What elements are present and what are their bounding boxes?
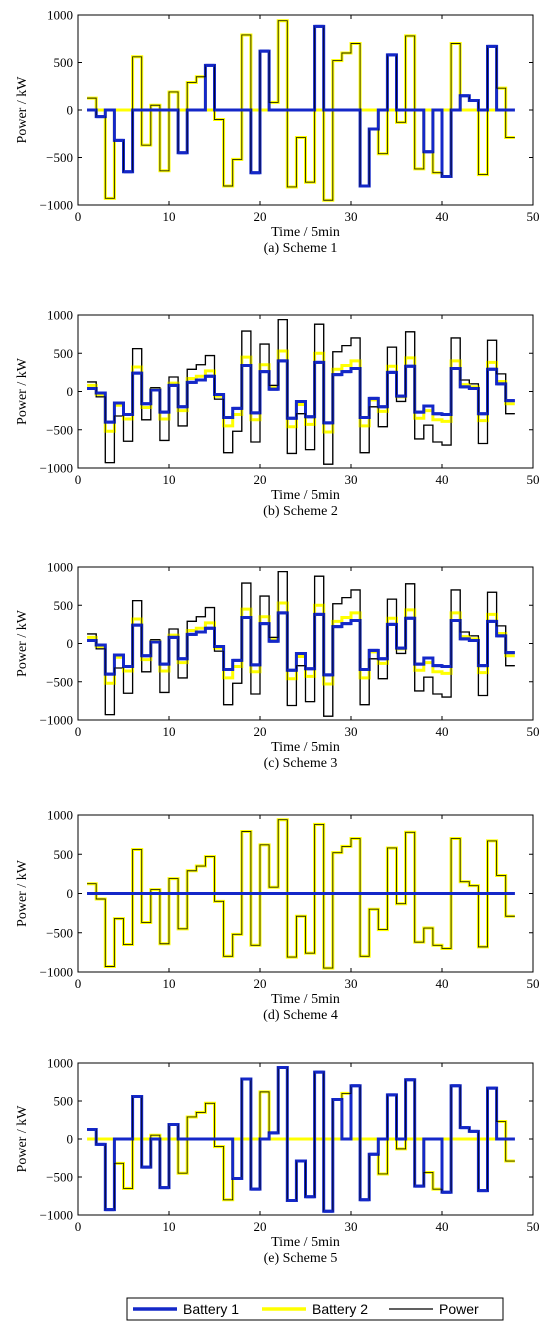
chart-panel: 0 10 20 30 40 50 1000 500 0 −500 −1000 Time / 5min P… <box>15 1056 540 1267</box>
y-axis-label: Power / kW <box>15 76 30 144</box>
x-axis-label: Time / 5min <box>271 740 340 755</box>
y-tick-label: −1000 <box>40 198 73 213</box>
legend-label-battery-2: Battery 2 <box>312 1301 368 1317</box>
x-tick-label: 10 <box>163 209 176 224</box>
chart-caption: (c) Scheme 3 <box>264 756 338 771</box>
y-tick-label: −500 <box>46 150 73 165</box>
chart-panel: 0 10 20 30 40 50 1000 500 0 −500 −1000 Time / 5min P… <box>15 808 540 1024</box>
chart-panel: 0 10 20 30 40 50 1000 500 0 −500 −1000 Time / 5min P… <box>15 560 540 772</box>
x-tick-label: 40 <box>436 976 449 991</box>
series-segments-battery-1 <box>87 24 515 188</box>
chart-caption: (a) Scheme 1 <box>264 241 338 256</box>
x-axis-label: Time / 5min <box>271 1235 340 1250</box>
x-tick-label: 30 <box>345 472 358 487</box>
series-segments-battery-1 <box>87 611 515 677</box>
y-tick-label: 500 <box>54 55 74 70</box>
y-tick-label: −500 <box>46 1170 73 1185</box>
series-line-power-outline <box>87 571 515 717</box>
x-tick-label: 20 <box>254 209 267 224</box>
y-axis-label: Power / kW <box>15 859 30 927</box>
y-tick-label: 500 <box>54 1094 74 1109</box>
y-tick-label: −500 <box>46 422 73 437</box>
y-tick-label: 0 <box>67 636 74 651</box>
x-tick-label: 20 <box>254 976 267 991</box>
x-tick-label: 40 <box>436 724 449 739</box>
chart-caption: (b) Scheme 2 <box>263 504 338 519</box>
x-tick-label: 10 <box>163 1219 176 1234</box>
x-tick-label: 50 <box>527 472 540 487</box>
x-tick-label: 50 <box>527 976 540 991</box>
x-tick-label: 30 <box>345 724 358 739</box>
x-axis-label: Time / 5min <box>271 992 340 1007</box>
y-axis-label: Power / kW <box>15 357 30 425</box>
x-tick-label: 0 <box>75 1219 82 1234</box>
x-tick-label: 10 <box>163 976 176 991</box>
y-tick-label: 0 <box>67 103 74 118</box>
y-tick-label: 1000 <box>47 1056 73 1071</box>
x-tick-label: 50 <box>527 1219 540 1234</box>
y-tick-label: −500 <box>46 925 73 940</box>
y-tick-label: 500 <box>54 346 74 361</box>
y-tick-label: 1000 <box>47 8 73 23</box>
x-tick-label: 50 <box>527 724 540 739</box>
y-tick-label: 0 <box>67 886 74 901</box>
x-tick-label: 40 <box>436 209 449 224</box>
x-tick-label: 20 <box>254 1219 267 1234</box>
x-tick-label: 20 <box>254 724 267 739</box>
y-tick-label: 1000 <box>47 308 73 323</box>
legend-label-power: Power <box>439 1301 479 1317</box>
x-tick-label: 0 <box>75 209 82 224</box>
y-tick-label: 1000 <box>47 808 73 823</box>
y-tick-label: −1000 <box>40 713 73 728</box>
series-line-power-outline <box>87 319 515 465</box>
legend-box <box>126 1297 504 1321</box>
y-tick-label: −1000 <box>40 965 73 980</box>
legend-label-battery-1: Battery 1 <box>183 1301 239 1317</box>
y-tick-label: 0 <box>67 384 74 399</box>
x-tick-label: 50 <box>527 209 540 224</box>
x-tick-label: 40 <box>436 1219 449 1234</box>
series-segments-battery-1 <box>87 1066 515 1213</box>
x-tick-label: 30 <box>345 1219 358 1234</box>
chart-caption: (e) Scheme 5 <box>264 1251 338 1266</box>
x-axis-label: Time / 5min <box>271 225 340 240</box>
x-tick-label: 0 <box>75 976 82 991</box>
chart-panel: 0 10 20 30 40 50 1000 500 0 −500 −1000 Time / 5min P… <box>15 8 540 257</box>
y-tick-label: 500 <box>54 598 74 613</box>
x-axis-label: Time / 5min <box>271 488 340 503</box>
x-tick-label: 30 <box>345 209 358 224</box>
x-tick-label: 10 <box>163 724 176 739</box>
x-tick-label: 40 <box>436 472 449 487</box>
y-axis-label: Power / kW <box>15 609 30 677</box>
series-line-power-outline <box>87 819 515 969</box>
x-tick-label: 0 <box>75 472 82 487</box>
series-line-power-outline <box>87 20 515 201</box>
y-axis-label: Power / kW <box>15 1105 30 1173</box>
x-tick-label: 20 <box>254 472 267 487</box>
y-tick-label: 1000 <box>47 560 73 575</box>
legend: Battery 1 Battery 2 Power <box>126 1297 504 1321</box>
x-tick-label: 30 <box>345 976 358 991</box>
chart-caption: (d) Scheme 4 <box>263 1008 338 1023</box>
series-segments-battery-1 <box>87 359 515 425</box>
y-tick-label: 0 <box>67 1132 74 1147</box>
y-tick-label: −500 <box>46 674 73 689</box>
x-tick-label: 0 <box>75 724 82 739</box>
x-tick-label: 10 <box>163 472 176 487</box>
chart-panel: 0 10 20 30 40 50 1000 500 0 −500 −1000 Time / 5min P… <box>15 308 540 520</box>
y-tick-label: −1000 <box>40 1208 73 1223</box>
y-tick-label: 500 <box>54 847 74 862</box>
y-tick-label: −1000 <box>40 461 73 476</box>
